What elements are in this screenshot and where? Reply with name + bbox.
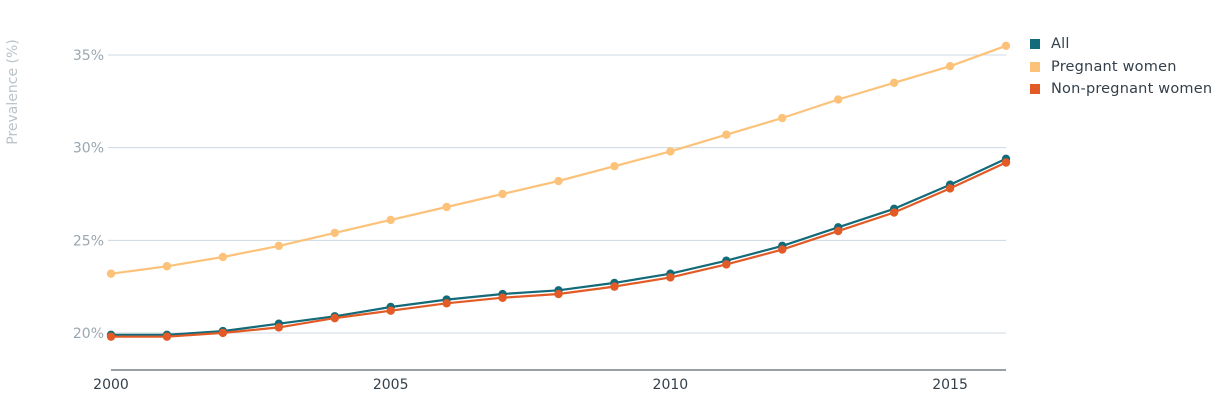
- data-point-pregnant-women[interactable]: [945, 61, 955, 71]
- data-point-non-pregnant-women[interactable]: [442, 299, 451, 308]
- y-axis-ticks: 20% 25% 30% 35%: [73, 48, 104, 342]
- x-tick-label: 2005: [373, 377, 409, 393]
- data-point-pregnant-women[interactable]: [162, 262, 172, 271]
- series-pregnant-women: [106, 41, 1011, 278]
- series-non-pregnant-women: [106, 158, 1011, 341]
- gridlines: [108, 54, 1006, 334]
- data-point-pregnant-women[interactable]: [218, 252, 228, 262]
- data-point-pregnant-women[interactable]: [666, 147, 675, 156]
- y-tick-label: 30%: [73, 141, 104, 157]
- legend-swatch-pregnant-women: [1030, 61, 1040, 72]
- data-point-non-pregnant-women[interactable]: [945, 184, 955, 193]
- legend-label-non-pregnant-women: Non-pregnant women: [1051, 81, 1213, 98]
- data-point-pregnant-women[interactable]: [106, 269, 116, 278]
- series-line-non-pregnant-women: [111, 161, 1007, 338]
- data-point-non-pregnant-women[interactable]: [218, 328, 228, 338]
- y-axis-label: Prevalence (%): [5, 39, 21, 145]
- data-point-non-pregnant-women[interactable]: [554, 289, 563, 299]
- legend-item-pregnant-women[interactable]: Pregnant women: [1030, 56, 1212, 79]
- data-point-pregnant-women[interactable]: [610, 162, 619, 171]
- data-point-non-pregnant-women[interactable]: [889, 208, 899, 217]
- x-tick-label: 2015: [932, 377, 968, 393]
- legend: All Pregnant women Non-pregnant women: [1030, 33, 1212, 101]
- data-point-non-pregnant-women[interactable]: [722, 260, 731, 269]
- data-point-pregnant-women[interactable]: [833, 95, 843, 104]
- data-point-non-pregnant-women[interactable]: [274, 323, 284, 332]
- series-lines: [106, 41, 1011, 341]
- y-tick-label: 25%: [73, 233, 104, 249]
- legend-label-all: All: [1051, 36, 1070, 53]
- data-point-pregnant-women[interactable]: [1001, 41, 1011, 50]
- x-tick-label: 2010: [653, 377, 689, 393]
- data-point-non-pregnant-women[interactable]: [610, 282, 619, 291]
- legend-swatch-non-pregnant-women: [1030, 84, 1040, 95]
- series-line-pregnant-women: [110, 44, 1007, 275]
- data-point-non-pregnant-women[interactable]: [330, 313, 339, 323]
- data-point-pregnant-women[interactable]: [498, 189, 507, 199]
- data-point-pregnant-women[interactable]: [330, 228, 339, 238]
- data-point-non-pregnant-women[interactable]: [498, 293, 507, 302]
- legend-label-pregnant-women: Pregnant women: [1051, 58, 1177, 75]
- data-point-pregnant-women[interactable]: [386, 215, 395, 225]
- data-point-pregnant-women[interactable]: [442, 202, 451, 212]
- data-point-non-pregnant-women[interactable]: [666, 273, 675, 282]
- data-point-pregnant-women[interactable]: [274, 241, 284, 251]
- x-tick-label: 2000: [93, 377, 129, 393]
- y-tick-label: 20%: [73, 326, 104, 342]
- data-point-non-pregnant-women[interactable]: [1001, 158, 1011, 167]
- data-point-pregnant-women[interactable]: [778, 113, 787, 123]
- data-point-pregnant-women[interactable]: [554, 176, 563, 186]
- y-tick-label: 35%: [73, 48, 104, 64]
- data-point-non-pregnant-women[interactable]: [778, 245, 787, 254]
- data-point-non-pregnant-women[interactable]: [106, 332, 116, 341]
- legend-swatch-all: [1030, 39, 1040, 50]
- data-point-non-pregnant-women[interactable]: [386, 306, 395, 315]
- x-axis-ticks: 2000 2005 2010 2015: [93, 377, 968, 393]
- legend-item-all[interactable]: All: [1030, 33, 1212, 56]
- data-point-pregnant-women[interactable]: [889, 78, 899, 88]
- legend-item-non-pregnant-women[interactable]: Non-pregnant women: [1030, 78, 1212, 101]
- data-point-non-pregnant-women[interactable]: [162, 332, 172, 341]
- data-point-pregnant-women[interactable]: [722, 130, 731, 139]
- data-point-non-pregnant-women[interactable]: [833, 226, 843, 236]
